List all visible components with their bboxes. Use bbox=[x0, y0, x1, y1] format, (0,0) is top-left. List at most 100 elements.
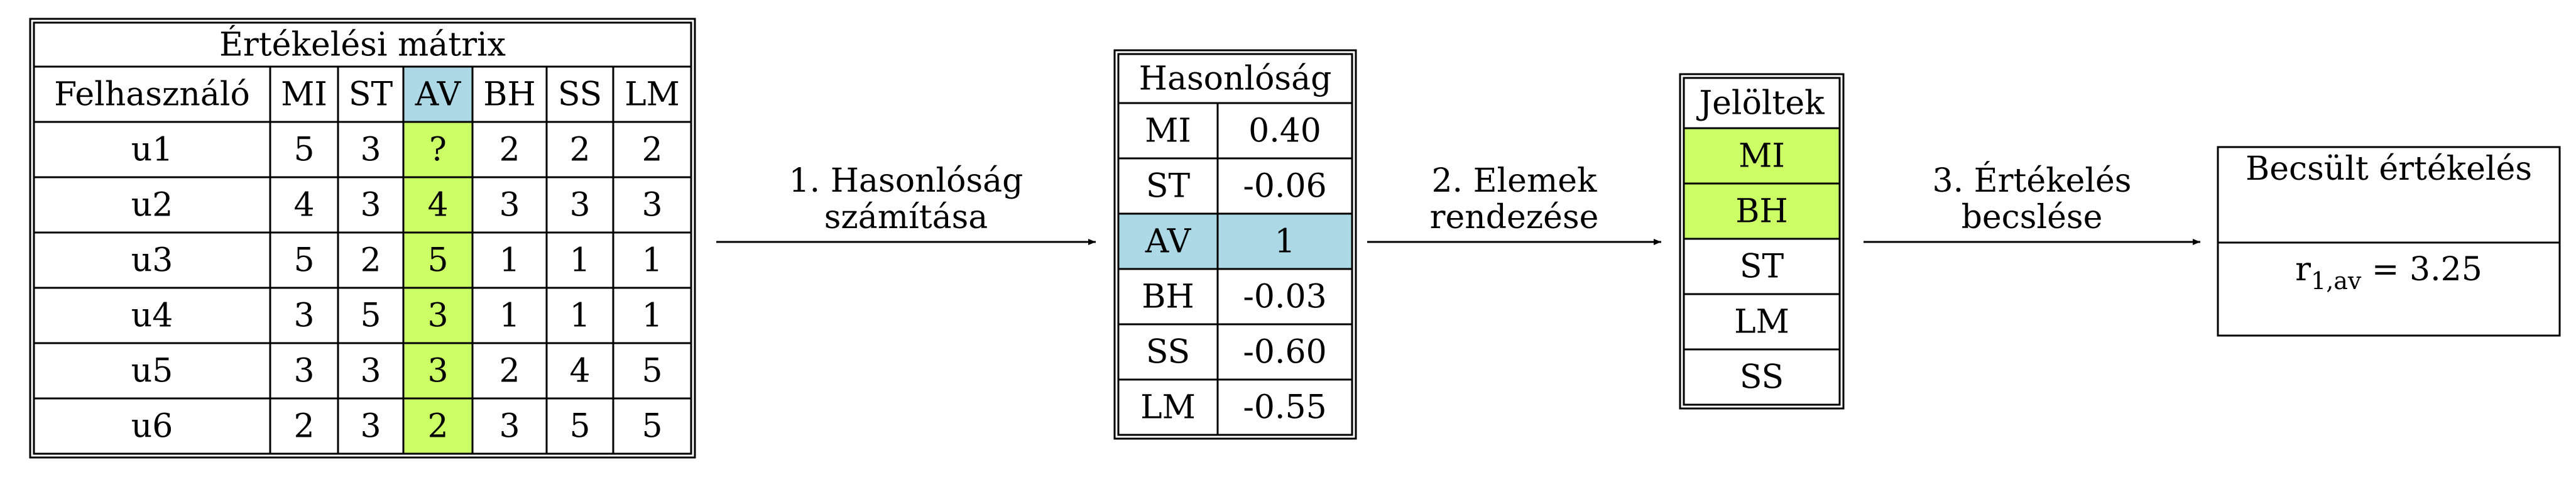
estimate-value: r1,av = 3.25 bbox=[2295, 251, 2482, 295]
matrix-rating-value: 5 bbox=[641, 353, 662, 390]
matrix-data-cell bbox=[612, 397, 692, 455]
matrix-data-cell bbox=[269, 287, 339, 344]
matrix-rating-value: ? bbox=[429, 131, 447, 169]
matrix-rating-value: 3 bbox=[499, 187, 520, 224]
matrix-data-cell bbox=[402, 397, 474, 455]
matrix-header-cell bbox=[612, 65, 692, 123]
matrix-data-cell bbox=[33, 397, 271, 455]
matrix-data-cell bbox=[402, 231, 474, 289]
similarity-value: 0.40 bbox=[1248, 112, 1321, 150]
matrix-rating-value: 4 bbox=[569, 353, 590, 390]
matrix-column-header: AV bbox=[415, 76, 462, 114]
matrix-rating-value: 5 bbox=[360, 297, 381, 335]
estimated-rating-box: Becsült értékelés r1,av = 3.25 bbox=[2217, 146, 2561, 337]
similarity-item-cell bbox=[1117, 378, 1219, 436]
matrix-column-header: BH bbox=[483, 76, 536, 114]
matrix-rating-value: 3 bbox=[641, 187, 662, 224]
matrix-rating-value: 4 bbox=[427, 187, 448, 224]
matrix-data-cell bbox=[337, 121, 405, 178]
matrix-column-header: MI bbox=[281, 76, 327, 114]
matrix-rating-value: 2 bbox=[499, 353, 520, 390]
matrix-rating-value: 3 bbox=[427, 353, 448, 390]
similarity-value-cell bbox=[1216, 157, 1353, 215]
similarity-item-label: MI bbox=[1145, 112, 1191, 150]
matrix-rating-value: 1 bbox=[499, 297, 520, 335]
estimate-title: Becsült értékelés bbox=[2246, 150, 2532, 188]
similarity-border bbox=[1113, 49, 1357, 440]
matrix-data-cell bbox=[33, 231, 271, 289]
estimate-value-symbol: r bbox=[2295, 251, 2311, 288]
similarity-value-cell bbox=[1216, 378, 1353, 436]
rating-matrix-table: Értékelési mátrix Felhasználó MI ST AV BH SS LM… bbox=[29, 18, 696, 459]
matrix-user-label: u1 bbox=[131, 131, 173, 169]
similarity-value: -0.55 bbox=[1243, 389, 1326, 427]
matrix-rating-value: 1 bbox=[641, 242, 662, 280]
edge-label-line-1: 1. Hasonlóság bbox=[789, 162, 1023, 200]
candidates-title: Jelöltek bbox=[1696, 85, 1825, 123]
similarity-item-label: AV bbox=[1145, 223, 1192, 261]
matrix-rating-value: 1 bbox=[569, 242, 590, 280]
similarity-item-cell bbox=[1117, 268, 1219, 326]
similarity-item-cell bbox=[1117, 102, 1219, 160]
candidate-cell bbox=[1683, 182, 1841, 240]
matrix-rating-value: 3 bbox=[360, 187, 381, 224]
similarity-table: Hasonlóság MI 0.40 ST -0.06 AV 1 BH -0.03 SS -0.60… bbox=[1113, 49, 1357, 440]
matrix-rating-value: 3 bbox=[293, 297, 314, 335]
similarity-item-label: BH bbox=[1142, 278, 1194, 316]
matrix-rating-value: 5 bbox=[293, 131, 314, 169]
matrix-rating-value: 1 bbox=[499, 242, 520, 280]
matrix-data-cell bbox=[402, 121, 474, 178]
matrix-data-cell bbox=[33, 287, 271, 344]
matrix-rating-value: 1 bbox=[569, 297, 590, 335]
matrix-user-label: u6 bbox=[131, 408, 173, 446]
matrix-data-cell bbox=[612, 121, 692, 178]
matrix-column-header: LM bbox=[625, 76, 680, 114]
matrix-rating-value: 1 bbox=[641, 297, 662, 335]
matrix-rating-value: 2 bbox=[427, 408, 448, 446]
candidate-cell bbox=[1683, 293, 1841, 351]
matrix-rating-value: 2 bbox=[641, 131, 662, 169]
matrix-user-label: u3 bbox=[131, 242, 173, 280]
edge-label-line-1: 2. Elemek bbox=[1431, 162, 1597, 200]
matrix-column-header: ST bbox=[349, 76, 393, 114]
candidates-table: Jelöltek MI BH ST LM SS bbox=[1679, 73, 1845, 410]
edge-label-line-2: becslése bbox=[1962, 199, 2103, 236]
matrix-data-cell bbox=[612, 287, 692, 344]
matrix-data-cell bbox=[545, 287, 614, 344]
similarity-item-label: ST bbox=[1146, 168, 1191, 205]
matrix-header-cell bbox=[33, 65, 271, 123]
matrix-data-cell bbox=[337, 287, 405, 344]
matrix-title: Értékelési mátrix bbox=[219, 25, 506, 64]
estimate-value-subscript: 1,av bbox=[2311, 267, 2362, 295]
candidates-title-cell bbox=[1683, 77, 1841, 129]
candidate-item: ST bbox=[1740, 248, 1784, 286]
matrix-data-cell bbox=[402, 342, 474, 400]
candidate-item: MI bbox=[1738, 138, 1785, 175]
matrix-rating-value: 3 bbox=[499, 408, 520, 446]
matrix-rating-value: 2 bbox=[360, 242, 381, 280]
matrix-user-label: u4 bbox=[131, 297, 173, 335]
similarity-item-cell bbox=[1117, 323, 1219, 381]
matrix-data-cell bbox=[471, 397, 548, 455]
matrix-data-cell bbox=[337, 397, 405, 455]
matrix-header-cell bbox=[471, 65, 548, 123]
candidate-item: LM bbox=[1734, 304, 1789, 341]
matrix-column-header: SS bbox=[558, 76, 602, 114]
matrix-rating-value: 3 bbox=[569, 187, 590, 224]
similarity-value-cell bbox=[1216, 268, 1353, 326]
similarity-value-cell bbox=[1216, 102, 1353, 160]
similarity-item-cell bbox=[1117, 212, 1219, 270]
candidate-item: SS bbox=[1740, 359, 1784, 397]
matrix-rating-value: 5 bbox=[569, 408, 590, 446]
candidates-border bbox=[1679, 73, 1845, 410]
matrix-rating-value: 2 bbox=[499, 131, 520, 169]
candidate-cell bbox=[1683, 348, 1841, 406]
matrix-rating-value: 3 bbox=[427, 297, 448, 335]
edge-label-line-2: rendezése bbox=[1430, 199, 1599, 236]
matrix-data-cell bbox=[612, 176, 692, 234]
similarity-item-label: LM bbox=[1140, 389, 1196, 427]
matrix-column-header: Felhasználó bbox=[54, 76, 250, 114]
